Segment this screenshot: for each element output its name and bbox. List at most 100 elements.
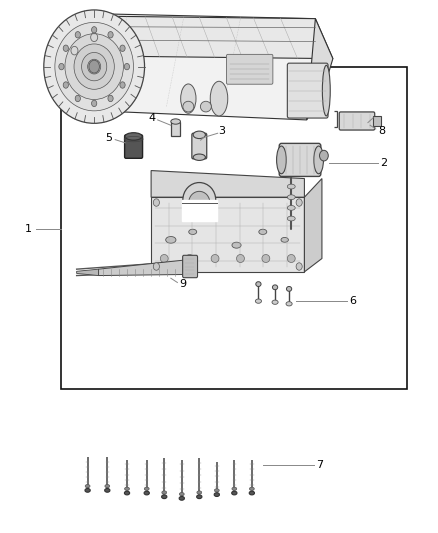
Ellipse shape xyxy=(166,237,176,243)
Ellipse shape xyxy=(160,255,168,263)
Ellipse shape xyxy=(214,492,219,497)
Ellipse shape xyxy=(145,487,149,490)
Ellipse shape xyxy=(287,216,295,221)
Ellipse shape xyxy=(314,146,323,174)
Bar xyxy=(182,200,217,221)
FancyBboxPatch shape xyxy=(192,133,207,159)
Text: 5: 5 xyxy=(105,133,112,142)
Ellipse shape xyxy=(232,242,241,248)
Circle shape xyxy=(296,263,302,270)
Ellipse shape xyxy=(124,491,130,495)
Ellipse shape xyxy=(85,484,90,488)
Ellipse shape xyxy=(88,59,101,74)
Ellipse shape xyxy=(287,184,295,189)
Ellipse shape xyxy=(286,302,292,306)
Circle shape xyxy=(59,63,64,70)
Ellipse shape xyxy=(105,484,110,488)
Ellipse shape xyxy=(144,491,149,495)
Polygon shape xyxy=(99,260,188,276)
Circle shape xyxy=(63,82,68,88)
Bar xyxy=(171,122,180,136)
Ellipse shape xyxy=(105,488,110,492)
Text: 1: 1 xyxy=(25,224,32,234)
Circle shape xyxy=(75,31,81,38)
Circle shape xyxy=(108,31,113,38)
Ellipse shape xyxy=(124,487,130,490)
Circle shape xyxy=(63,45,68,52)
Polygon shape xyxy=(304,179,322,272)
Text: 8: 8 xyxy=(378,126,385,135)
Ellipse shape xyxy=(259,229,267,235)
Text: 4: 4 xyxy=(149,114,156,123)
Ellipse shape xyxy=(210,82,228,116)
Ellipse shape xyxy=(237,255,244,263)
Polygon shape xyxy=(77,269,99,276)
Ellipse shape xyxy=(125,133,142,140)
Text: 6: 6 xyxy=(349,296,356,306)
Ellipse shape xyxy=(287,195,295,199)
Circle shape xyxy=(92,100,97,107)
Ellipse shape xyxy=(85,488,90,492)
Bar xyxy=(61,67,407,389)
FancyBboxPatch shape xyxy=(124,135,142,158)
Ellipse shape xyxy=(186,255,194,263)
Circle shape xyxy=(320,150,328,161)
Ellipse shape xyxy=(286,287,292,291)
Polygon shape xyxy=(151,197,304,272)
Ellipse shape xyxy=(193,154,205,160)
Ellipse shape xyxy=(211,255,219,263)
Ellipse shape xyxy=(272,300,278,304)
Ellipse shape xyxy=(180,492,184,496)
Ellipse shape xyxy=(81,52,107,81)
Ellipse shape xyxy=(281,237,288,243)
Ellipse shape xyxy=(255,299,261,303)
Ellipse shape xyxy=(256,281,261,287)
Ellipse shape xyxy=(197,491,202,494)
Ellipse shape xyxy=(277,146,286,174)
Ellipse shape xyxy=(193,131,205,139)
Polygon shape xyxy=(151,171,304,197)
Circle shape xyxy=(120,82,125,88)
Ellipse shape xyxy=(200,101,211,112)
Ellipse shape xyxy=(232,487,237,490)
FancyBboxPatch shape xyxy=(183,255,198,278)
Circle shape xyxy=(153,199,159,206)
Ellipse shape xyxy=(249,491,254,495)
Ellipse shape xyxy=(262,255,270,263)
Text: 7: 7 xyxy=(316,460,323,470)
Ellipse shape xyxy=(180,84,196,114)
Ellipse shape xyxy=(189,191,210,214)
Ellipse shape xyxy=(215,489,219,492)
Ellipse shape xyxy=(74,44,114,90)
Polygon shape xyxy=(83,16,333,59)
Ellipse shape xyxy=(197,495,202,499)
Circle shape xyxy=(108,95,113,102)
Text: 3: 3 xyxy=(218,126,225,135)
Circle shape xyxy=(124,63,130,70)
Ellipse shape xyxy=(55,22,134,111)
Text: 9: 9 xyxy=(179,279,186,289)
Ellipse shape xyxy=(250,487,254,490)
Ellipse shape xyxy=(183,101,194,112)
Ellipse shape xyxy=(272,285,278,290)
Ellipse shape xyxy=(183,182,216,217)
Text: 2: 2 xyxy=(380,158,387,167)
FancyBboxPatch shape xyxy=(226,54,273,84)
FancyBboxPatch shape xyxy=(279,143,321,176)
Circle shape xyxy=(153,263,159,270)
Circle shape xyxy=(296,199,302,206)
Circle shape xyxy=(75,95,81,102)
Circle shape xyxy=(89,60,99,73)
Ellipse shape xyxy=(44,10,145,123)
Ellipse shape xyxy=(162,495,167,499)
Ellipse shape xyxy=(322,66,330,116)
Polygon shape xyxy=(307,19,333,120)
Ellipse shape xyxy=(179,497,184,500)
Ellipse shape xyxy=(171,119,180,124)
Polygon shape xyxy=(61,13,324,120)
Circle shape xyxy=(92,27,97,33)
Ellipse shape xyxy=(189,229,197,235)
Ellipse shape xyxy=(287,255,295,263)
Ellipse shape xyxy=(232,491,237,495)
Ellipse shape xyxy=(65,34,124,100)
